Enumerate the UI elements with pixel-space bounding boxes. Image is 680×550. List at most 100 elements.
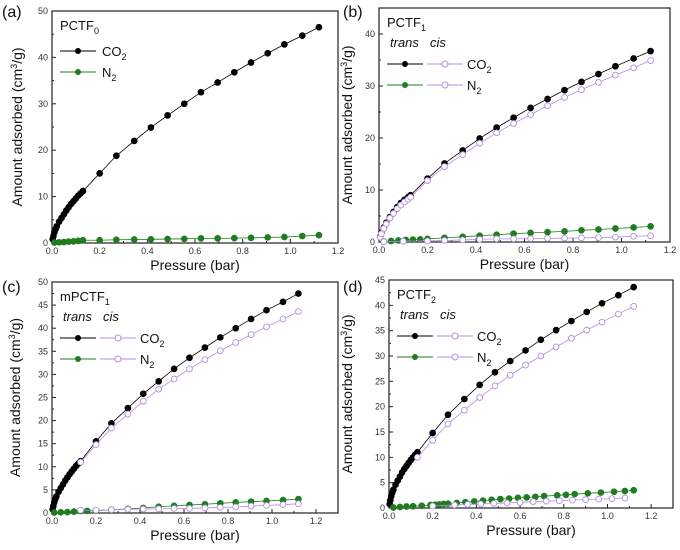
data-point <box>578 86 585 93</box>
data-point <box>424 237 431 245</box>
data-point <box>382 220 390 228</box>
data-point <box>201 344 209 351</box>
data-point <box>186 505 193 512</box>
data-point <box>630 64 637 72</box>
x-tick-label: 0.2 <box>426 511 439 521</box>
series-co2-trans <box>376 47 654 241</box>
data-point <box>147 235 155 243</box>
data-point <box>459 151 467 158</box>
data-point <box>510 120 517 127</box>
data-point <box>562 491 570 499</box>
data-point <box>506 357 514 365</box>
data-point <box>396 503 404 511</box>
data-point <box>96 236 104 244</box>
x-tick-label: 0.8 <box>222 516 235 526</box>
legend-marker-cis <box>441 60 449 68</box>
series-line <box>379 50 651 237</box>
x-tick-label: 0.6 <box>518 245 531 255</box>
panel-d: (d) 0.0 0.2 0.4 0.6 0.8 1.0 1.2 0 5 10 15 20 25 30 35 40… <box>339 275 674 538</box>
legend-label-base: CO <box>467 57 487 72</box>
data-point <box>155 505 163 513</box>
x-axis-label: Pressure (bar) <box>486 522 575 538</box>
legend-label-sub: 2 <box>111 73 116 83</box>
y-label-post: /g) <box>9 47 25 63</box>
panel-c: (c) 0.0 0.2 0.4 0.6 0.8 1.0 1.2 0 5 10 15 20 25 30 35 40… <box>2 277 339 543</box>
x-tick-label: 0.2 <box>90 516 103 526</box>
data-point <box>598 299 606 307</box>
data-point <box>569 496 576 504</box>
y-tick-label: 10 <box>38 192 48 202</box>
x-axis-label: Pressure (bar) <box>150 257 239 273</box>
y-tick-label: 40 <box>365 29 375 39</box>
legend-title-base: PCTF <box>60 18 94 33</box>
data-point <box>491 368 499 376</box>
data-point <box>537 336 545 344</box>
legend-marker-cis <box>451 332 459 340</box>
legend-label-base: CO <box>102 44 122 59</box>
x-tick-label: 0.4 <box>134 516 147 526</box>
data-point <box>403 503 410 510</box>
y-tick-label: 45 <box>38 300 48 310</box>
y-tick-label: 50 <box>38 6 48 16</box>
data-point <box>230 234 238 242</box>
data-point <box>441 237 448 244</box>
data-point <box>583 326 591 334</box>
data-point <box>537 352 545 360</box>
data-point <box>476 381 484 389</box>
x-tick-label: 0.8 <box>236 246 249 256</box>
legend-label: CO2 <box>102 44 127 62</box>
plot-frame <box>51 281 339 514</box>
data-point <box>615 291 622 299</box>
data-point <box>630 283 638 291</box>
data-point <box>568 317 575 325</box>
y-axis-label: Amount adsorbed (cm3/g) <box>339 314 355 473</box>
y-tick-label: 5 <box>380 478 385 488</box>
y-tick-label: 15 <box>375 427 385 437</box>
legend-header-cis: cis <box>440 307 456 322</box>
x-tick-label: 0.6 <box>189 246 202 256</box>
data-point <box>552 326 560 334</box>
data-point <box>615 310 622 318</box>
y-label-pre: Amount adsorbed (cm <box>339 336 355 474</box>
data-point <box>50 509 58 516</box>
y-tick-label: 35 <box>38 346 48 356</box>
x-tick-label: 0.4 <box>141 246 154 256</box>
data-point <box>216 504 224 511</box>
series-line <box>383 235 651 243</box>
data-point <box>595 234 602 241</box>
data-point <box>490 500 498 507</box>
panel-label: (d) <box>343 279 363 296</box>
data-point <box>298 32 306 39</box>
y-label-post: /g) <box>339 45 355 61</box>
y-tick-label: 30 <box>38 369 48 379</box>
series-line <box>80 311 299 463</box>
data-point <box>516 499 524 506</box>
data-point <box>568 334 575 342</box>
x-tick-label: 1.2 <box>332 246 345 256</box>
x-tick-label: 0.6 <box>514 511 527 521</box>
data-point <box>214 79 221 86</box>
data-point <box>186 365 193 373</box>
data-point <box>139 505 147 513</box>
legend-header-cis: cis <box>103 309 119 324</box>
data-point <box>464 501 471 508</box>
legend-label-base: CO <box>477 329 497 344</box>
data-point <box>578 234 585 242</box>
legend-label: N2 <box>467 78 481 96</box>
data-point <box>281 233 288 241</box>
data-point <box>295 290 302 297</box>
y-tick-label: 15 <box>38 439 48 449</box>
data-point <box>263 323 270 331</box>
panel-label: (c) <box>2 279 21 296</box>
series-co2 <box>49 23 323 243</box>
data-point <box>459 236 467 244</box>
data-point <box>584 489 592 497</box>
data-point <box>216 347 224 355</box>
x-tick-label: 0.0 <box>383 511 396 521</box>
data-point <box>386 214 394 222</box>
y-tick-label: 10 <box>38 462 48 472</box>
data-point <box>561 234 568 242</box>
data-point <box>197 235 205 242</box>
